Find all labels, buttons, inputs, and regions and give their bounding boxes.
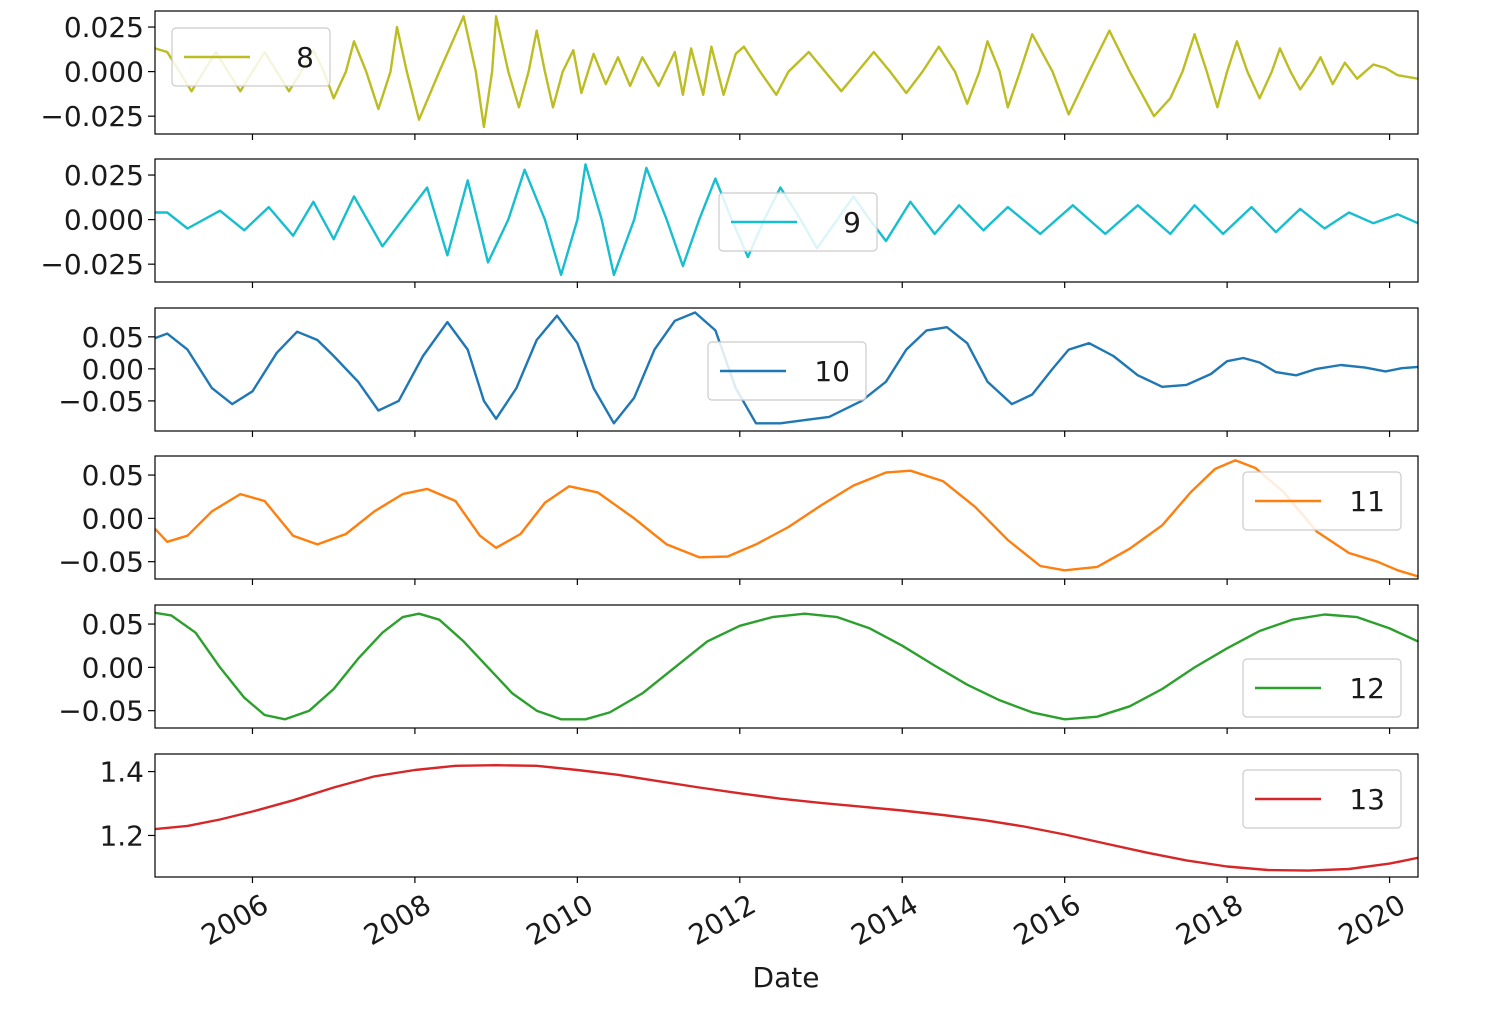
panel-10: −0.050.000.05 10 — [58, 307, 1419, 437]
series-line-13 — [155, 764, 1418, 872]
legend-label: 9 — [843, 206, 861, 239]
legend-12: 12 — [1242, 658, 1402, 718]
legend-box — [718, 192, 878, 252]
legend-8: 8 — [171, 27, 331, 87]
x-tick-label: 2006 — [196, 888, 274, 952]
legend-label: 13 — [1349, 783, 1385, 816]
y-tick-label: −0.05 — [58, 385, 144, 418]
panel-frame — [154, 307, 1419, 432]
panel-frame — [154, 753, 1419, 878]
x-tick-label: 2014 — [846, 888, 924, 952]
y-tick-label: 0.00 — [82, 353, 144, 386]
x-tick-label: 2020 — [1333, 888, 1411, 952]
legend-box — [1242, 471, 1402, 531]
panel-frame — [154, 604, 1419, 729]
x-tick-label: 2016 — [1008, 888, 1086, 952]
legend-label: 12 — [1349, 672, 1385, 705]
y-tick-label: −0.05 — [58, 546, 144, 579]
y-tick-label: −0.05 — [58, 695, 144, 728]
legend-label: 8 — [296, 41, 314, 74]
x-tick-label: 2018 — [1170, 888, 1248, 952]
x-axis: 2006 2008 2010 2012 2014 2016 2018 2020 — [196, 888, 1411, 952]
y-tick-label: 0.05 — [82, 459, 144, 492]
legend-box — [171, 27, 331, 87]
series-line-8 — [155, 15, 1418, 129]
y-tick-label: 0.025 — [64, 159, 144, 192]
legend-9: 9 — [718, 192, 878, 252]
y-tick-label: 0.025 — [64, 11, 144, 44]
y-tick-label: 0.000 — [64, 56, 144, 89]
legend-13: 13 — [1242, 769, 1402, 829]
y-tick-label: 0.05 — [82, 321, 144, 354]
y-tick-label: 0.00 — [82, 502, 144, 535]
x-tick-label: 2012 — [683, 888, 761, 952]
panel-13: 1.2 1.4 13 — [99, 753, 1419, 883]
panel-8: −0.025 0.000 0.025 8 — [40, 10, 1419, 140]
series-line-10 — [155, 311, 1418, 425]
y-tick-label: 1.4 — [99, 756, 144, 789]
y-tick-label: 0.000 — [64, 204, 144, 237]
x-axis-label: Date — [753, 961, 820, 994]
chart-panels: −0.0250.0000.0258−0.0250.0000.0259−0.050… — [40, 10, 1419, 883]
panel-12: −0.05 0.00 0.05 12 — [58, 604, 1419, 734]
legend-label: 10 — [814, 355, 850, 388]
legend-box — [707, 341, 867, 401]
y-tick-label: 0.00 — [82, 651, 144, 684]
series-line-11 — [155, 459, 1418, 578]
legend-box — [1242, 658, 1402, 718]
legend-11: 11 — [1242, 471, 1402, 531]
legend-10: 10 — [707, 341, 867, 401]
y-tick-label: −0.025 — [40, 100, 144, 133]
y-tick-label: 1.2 — [99, 819, 144, 852]
panel-9: −0.025 0.000 0.025 9 — [40, 158, 1419, 288]
y-tick-label: 0.05 — [82, 608, 144, 641]
panel-frame — [154, 455, 1419, 580]
legend-box — [1242, 769, 1402, 829]
panel-frame — [154, 10, 1419, 135]
panel-frame — [154, 158, 1419, 283]
x-tick-label: 2008 — [358, 888, 436, 952]
y-tick-label: −0.025 — [40, 248, 144, 281]
x-tick-label: 2010 — [521, 888, 599, 952]
series-line-12 — [155, 611, 1418, 721]
legend-label: 11 — [1349, 485, 1385, 518]
panel-11: −0.05 0.00 0.05 11 — [58, 455, 1419, 585]
